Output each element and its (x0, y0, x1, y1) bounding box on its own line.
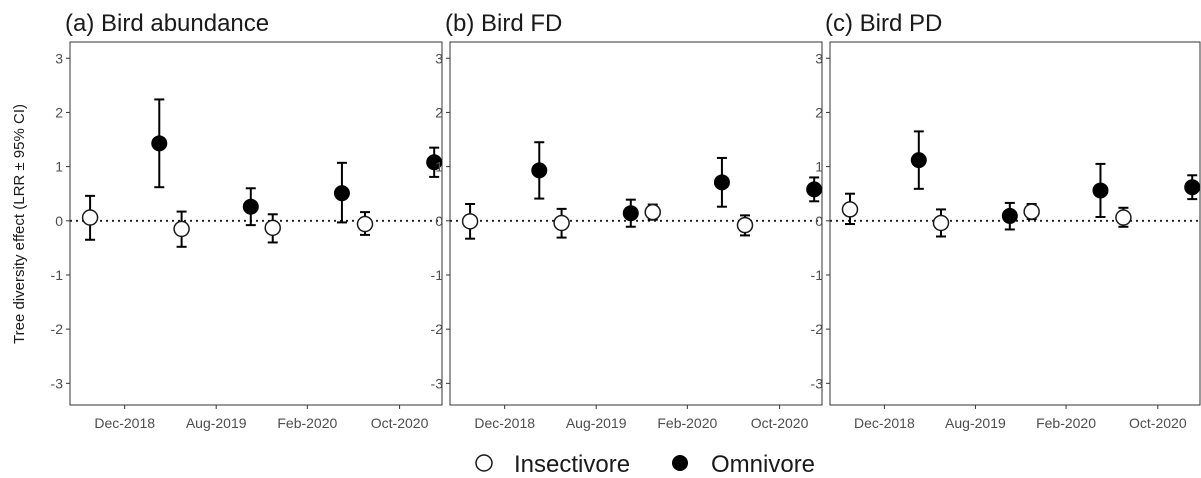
insectivore-point (264, 219, 281, 237)
insectivore-point (1115, 209, 1132, 226)
chart-panels: (a) Bird abundance -3 -2 -1 0 1 2 3 Dec-2018 Aug-… (51, 10, 1201, 431)
omnivore-point (713, 174, 730, 191)
y-tick-label: -3 (51, 375, 64, 391)
insectivore-point (356, 215, 374, 233)
x-tick-label: Oct-2020 (751, 415, 809, 431)
omnivore-point (806, 181, 823, 198)
legend: Insectivore Omnivore (475, 451, 815, 478)
y-tick-label: -3 (811, 375, 824, 391)
omnivore-point (1092, 182, 1109, 199)
x-tick-label: Aug-2019 (945, 415, 1006, 431)
plot-frame (449, 41, 823, 406)
legend-omnivore-marker (672, 455, 688, 471)
y-tick-label: 0 (435, 213, 443, 229)
panel-1: (a) Bird abundance -3 -2 -1 0 1 2 3 Dec-2018 Aug-… (51, 10, 443, 431)
y-tick-label: 3 (815, 50, 823, 66)
legend-insectivore-label: Insectivore (514, 451, 630, 478)
legend-omnivore-label: Omnivore (711, 451, 815, 478)
insectivore-point (644, 203, 661, 221)
y-axis-label: Tree diversity effect (LRR ± 95% CI) (11, 104, 28, 344)
omnivore-point (531, 162, 548, 179)
legend-insectivore-marker (475, 454, 493, 472)
insectivore-point (553, 214, 570, 232)
insectivore-point (81, 209, 99, 226)
y-tick-label: 0 (55, 213, 63, 229)
omnivore-point (1184, 179, 1201, 196)
x-tick-label: Oct-2020 (1129, 415, 1187, 431)
panel-title: (a) Bird abundance (65, 10, 269, 37)
y-tick-label: 3 (435, 50, 443, 66)
y-tick-label: -2 (431, 321, 444, 337)
x-tick-label: Feb-2020 (657, 415, 717, 431)
insectivore-point (736, 216, 754, 234)
y-tick-label: -1 (811, 267, 824, 283)
insectivore-point (1023, 203, 1040, 220)
y-tick-label: -3 (431, 375, 444, 391)
omnivore-point (242, 198, 259, 215)
x-tick-label: Dec-2018 (474, 415, 535, 431)
x-tick-label: Aug-2019 (186, 415, 247, 431)
x-tick-label: Dec-2018 (854, 415, 915, 431)
insectivore-point (461, 213, 479, 230)
y-tick-label: -2 (811, 321, 824, 337)
panel-2: (b) Bird FD -3 -2 -1 0 1 2 3 Dec-2018 Aug-2019 Feb… (431, 10, 823, 431)
panel-3: (c) Bird PD -3 -2 -1 0 1 2 3 Dec-2018 Aug-2019 Feb… (811, 10, 1201, 431)
x-tick-label: Aug-2019 (566, 415, 627, 431)
y-tick-label: 2 (815, 104, 823, 120)
x-tick-label: Oct-2020 (371, 415, 429, 431)
insectivore-point (173, 220, 190, 238)
y-tick-label: 1 (55, 159, 63, 175)
omnivore-point (333, 185, 350, 202)
y-tick-label: 1 (435, 159, 443, 175)
omnivore-point (151, 135, 168, 152)
y-tick-label: 1 (815, 159, 823, 175)
insectivore-point (932, 214, 950, 232)
y-tick-label: -1 (51, 267, 64, 283)
y-tick-label: 2 (55, 104, 63, 120)
omnivore-point (910, 152, 927, 169)
x-tick-label: Dec-2018 (94, 415, 155, 431)
insectivore-point (841, 201, 859, 218)
omnivore-point (426, 154, 443, 171)
plot-frame (829, 41, 1201, 406)
panel-title: (b) Bird FD (445, 10, 562, 37)
x-tick-label: Feb-2020 (277, 415, 337, 431)
y-tick-label: 0 (815, 213, 823, 229)
y-tick-label: -2 (51, 321, 64, 337)
x-tick-label: Feb-2020 (1036, 415, 1096, 431)
omnivore-point (622, 205, 639, 222)
omnivore-point (1001, 207, 1018, 224)
panel-title: (c) Bird PD (825, 10, 942, 37)
y-tick-label: 2 (435, 104, 443, 120)
y-tick-label: 3 (55, 50, 63, 66)
y-tick-label: -1 (431, 267, 444, 283)
plot-frame (69, 41, 443, 406)
